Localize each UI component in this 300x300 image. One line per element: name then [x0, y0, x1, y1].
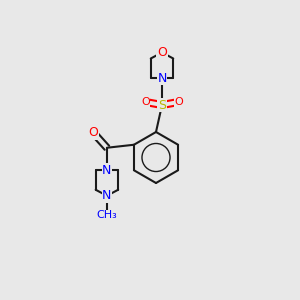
Text: CH₃: CH₃ — [97, 210, 117, 220]
Text: O: O — [88, 126, 98, 139]
Text: O: O — [174, 97, 183, 107]
Text: N: N — [157, 71, 167, 85]
Text: N: N — [102, 189, 112, 202]
Text: S: S — [158, 98, 166, 112]
Text: O: O — [141, 97, 150, 107]
Text: N: N — [102, 164, 112, 177]
Text: O: O — [157, 46, 167, 59]
